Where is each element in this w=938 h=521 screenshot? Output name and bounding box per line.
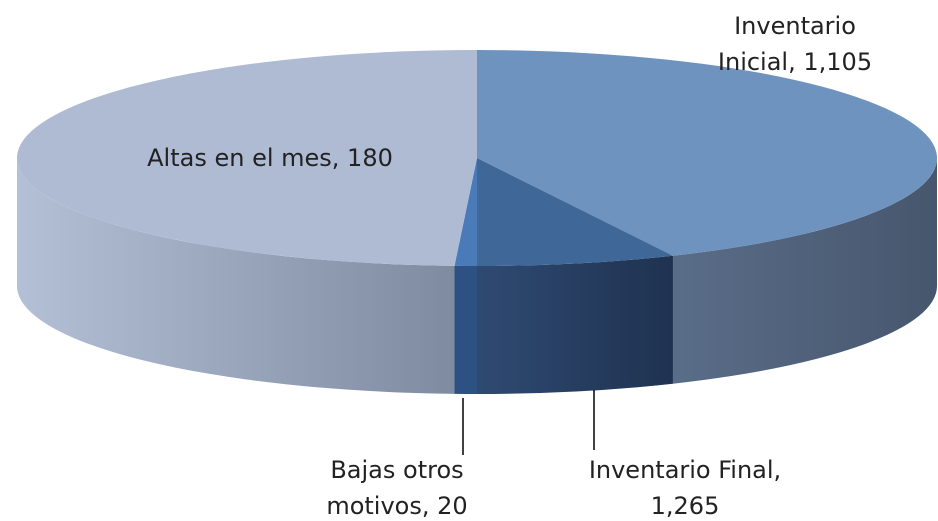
slice-side	[672, 158, 937, 384]
slice-name: Bajas otros motivos,	[326, 456, 464, 520]
slice-value: 180	[347, 144, 393, 172]
slice-side	[17, 158, 455, 394]
slice-name: Inventario Inicial,	[717, 12, 856, 76]
slice-value: 1,265	[650, 492, 720, 520]
slice-side	[477, 255, 673, 394]
slice	[477, 50, 937, 256]
slice-side	[454, 265, 477, 394]
data-label: Inventario Inicial, 1,105	[695, 8, 895, 80]
data-label: Bajas otros motivos, 20	[302, 452, 492, 521]
slice-name: Altas en el mes,	[147, 144, 340, 172]
slice	[17, 50, 477, 266]
slice-value: 20	[437, 492, 468, 520]
data-label: Inventario Final, 1,265	[555, 452, 815, 521]
slice-value: 1,105	[803, 48, 873, 76]
slice	[477, 158, 673, 266]
slice	[454, 158, 477, 266]
slice-name: Inventario Final,	[588, 456, 782, 484]
data-label: Altas en el mes, 180	[140, 140, 400, 176]
